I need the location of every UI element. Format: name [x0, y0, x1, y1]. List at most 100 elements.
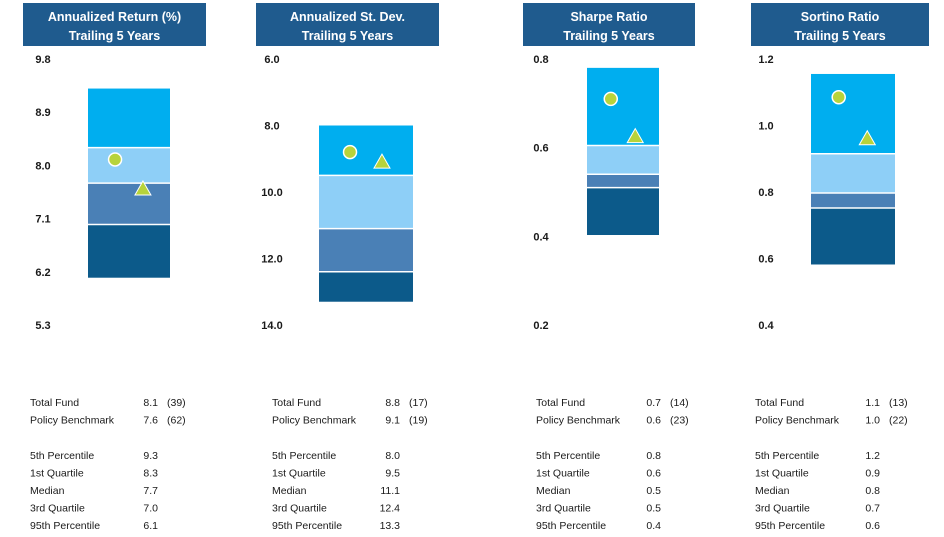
total-fund-marker — [342, 144, 358, 160]
y-tick-label: 0.4 — [533, 231, 549, 243]
table-row-label: 3rd Quartile — [755, 503, 810, 515]
table-row-value: 13.3 — [380, 520, 401, 532]
table-row-rank: (19) — [409, 415, 428, 427]
table-row-value: 11.1 — [380, 485, 400, 497]
table-row-value: 9.3 — [143, 450, 158, 462]
table-row-value: 0.5 — [646, 485, 661, 497]
table-row-label: Median — [536, 485, 571, 497]
table-row-label: 95th Percentile — [272, 520, 342, 532]
policy-benchmark-marker — [373, 153, 391, 169]
band-5th-to-1st-quartile — [88, 88, 170, 148]
table-row-value: 0.6 — [646, 468, 661, 480]
table-row-value: 0.5 — [646, 503, 661, 515]
table-row-value: 1.2 — [865, 450, 880, 462]
table-row-label: Total Fund — [30, 397, 79, 409]
band-1st-quartile-to-median — [587, 145, 659, 175]
chart-header — [23, 3, 206, 46]
chart-subtitle: Trailing 5 Years — [69, 29, 161, 43]
band-median-to-3rd-quartile — [319, 228, 413, 272]
band-1st-quartile-to-median — [319, 175, 413, 229]
table-row-value: 8.1 — [143, 397, 158, 409]
table-row-value: 7.6 — [143, 415, 158, 427]
band-3rd-quartile-to-95th — [319, 271, 413, 302]
total-fund-marker — [603, 91, 619, 107]
band-median-to-3rd-quartile — [811, 192, 895, 208]
y-tick-label: 14.0 — [261, 320, 282, 332]
y-tick-label: 0.8 — [533, 54, 548, 66]
table-row-label: Policy Benchmark — [272, 415, 357, 427]
table-row-label: Median — [755, 485, 790, 497]
table-row-value: 12.4 — [380, 503, 401, 515]
y-tick-label: 0.4 — [758, 320, 774, 332]
y-tick-label: 6.2 — [35, 267, 50, 279]
table-row-label: Median — [30, 485, 65, 497]
y-tick-label: 1.0 — [758, 121, 773, 133]
table-row-label: Median — [272, 485, 307, 497]
total-fund-marker — [107, 152, 123, 167]
total-fund-marker — [831, 89, 846, 105]
chart-subtitle: Trailing 5 Years — [302, 29, 394, 43]
chart-panel-1: Annualized Return (%) Trailing 5 Years 9.8… — [23, 3, 206, 532]
table-row-label: Total Fund — [536, 397, 585, 409]
chart-header — [523, 3, 695, 46]
table-row-label: 5th Percentile — [272, 450, 336, 462]
chart-header — [751, 3, 929, 46]
table-row-value: 0.7 — [865, 503, 880, 515]
table-row-value: 7.0 — [143, 503, 158, 515]
band-3rd-quartile-to-95th — [88, 224, 170, 278]
table-row-label: 3rd Quartile — [30, 503, 85, 515]
table-row-label: Policy Benchmark — [30, 415, 115, 427]
chart-title: Annualized St. Dev. — [290, 10, 405, 24]
table-row-value: 9.5 — [385, 468, 400, 480]
y-tick-label: 1.2 — [758, 54, 773, 66]
chart-panel-3: Sharpe Ratio Trailing 5 Years 0.8 0.6 0.4 0.2… — [523, 3, 695, 532]
table-row-rank: (17) — [409, 397, 428, 409]
table-row-value: 1.0 — [865, 415, 880, 427]
chart-subtitle: Trailing 5 Years — [563, 29, 655, 43]
band-5th-to-1st-quartile — [811, 73, 895, 154]
table-row-label: 95th Percentile — [755, 520, 825, 532]
table-row-value: 0.6 — [646, 415, 661, 427]
table-row-rank: (13) — [889, 397, 908, 409]
table-row-label: 3rd Quartile — [536, 503, 591, 515]
table-row-value: 8.3 — [143, 468, 158, 480]
band-3rd-quartile-to-95th — [811, 207, 895, 265]
y-tick-label: 12.0 — [261, 254, 282, 266]
table-row-rank: (39) — [167, 397, 186, 409]
table-row-label: 5th Percentile — [30, 450, 94, 462]
y-tick-label: 9.8 — [35, 54, 50, 66]
table-row-label: Total Fund — [755, 397, 804, 409]
y-tick-label: 10.0 — [261, 187, 282, 199]
chart-title: Sharpe Ratio — [570, 10, 647, 24]
chart-panel-2: Annualized St. Dev. Trailing 5 Years 6.0 8.… — [256, 3, 439, 532]
table-row-value: 8.0 — [385, 450, 400, 462]
table-row-rank: (14) — [670, 397, 689, 409]
band-5th-to-1st-quartile — [319, 125, 413, 176]
table-row-value: 7.7 — [143, 485, 158, 497]
table-row-value: 0.6 — [865, 520, 880, 532]
table-row-label: 1st Quartile — [536, 468, 590, 480]
table-row-label: 95th Percentile — [30, 520, 100, 532]
table-row-value: 9.1 — [385, 415, 400, 427]
y-tick-label: 8.0 — [264, 121, 279, 133]
policy-benchmark-marker — [626, 127, 645, 144]
table-row-value: 6.1 — [143, 520, 158, 532]
policy-benchmark-marker — [858, 129, 877, 146]
y-tick-label: 8.9 — [35, 107, 50, 119]
chart-title: Sortino Ratio — [801, 10, 880, 24]
y-tick-label: 5.3 — [35, 320, 50, 332]
table-row-label: 1st Quartile — [30, 468, 84, 480]
table-row-value: 1.1 — [865, 397, 880, 409]
table-row-rank: (62) — [167, 415, 186, 427]
chart-title: Annualized Return (%) — [48, 10, 181, 24]
y-tick-label: 0.6 — [533, 143, 548, 155]
chart-subtitle: Trailing 5 Years — [794, 29, 886, 43]
band-1st-quartile-to-median — [88, 147, 170, 184]
table-row-label: Total Fund — [272, 397, 321, 409]
table-row-rank: (22) — [889, 415, 908, 427]
chart-panel-4: Sortino Ratio Trailing 5 Years 1.2 1.0 0.8 0.… — [751, 3, 929, 532]
table-row-value: 0.7 — [646, 397, 661, 409]
y-tick-label: 8.0 — [35, 160, 50, 172]
table-row-label: 1st Quartile — [755, 468, 809, 480]
